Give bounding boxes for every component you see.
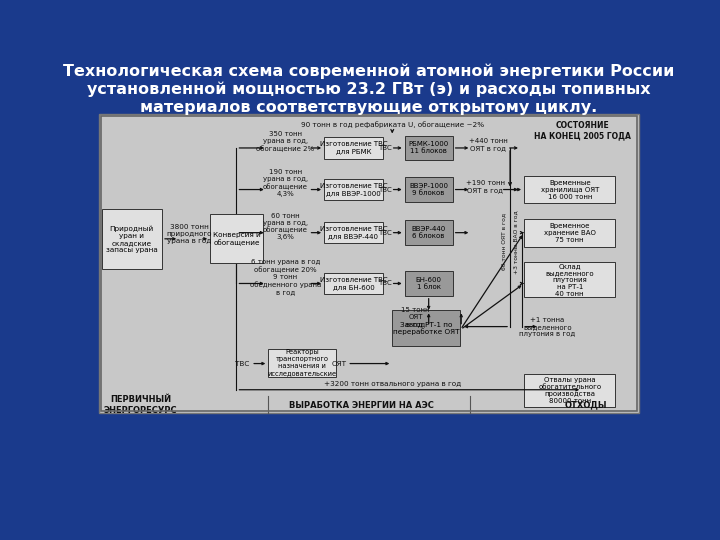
Text: Склад
выделенного
плутония
на РТ-1
40 тонн: Склад выделенного плутония на РТ-1 40 то… <box>546 262 594 296</box>
Bar <box>324 273 383 294</box>
Text: Отвалы урана
обогатительного
производства
80000 тонн: Отвалы урана обогатительного производств… <box>538 377 601 404</box>
Text: 3800 тонн
природного
урана в год: 3800 тонн природного урана в год <box>166 224 212 244</box>
Bar <box>405 271 453 296</box>
Text: +3 тонны ВАО в год: +3 тонны ВАО в год <box>514 210 518 274</box>
Text: Изготовление ТВС
для РБМК: Изготовление ТВС для РБМК <box>320 141 387 154</box>
Text: Изготовление ТВС
для ВВЭР-440: Изготовление ТВС для ВВЭР-440 <box>320 226 387 239</box>
Bar <box>324 222 383 244</box>
Bar <box>524 262 616 298</box>
Text: Временное
хранение ВАО
75 тонн: Временное хранение ВАО 75 тонн <box>544 222 595 242</box>
Text: +1 тонна
выделенного
плутония в год: +1 тонна выделенного плутония в год <box>519 316 575 336</box>
Bar <box>524 176 616 204</box>
Text: Реакторы
транспортного
назначения и
исследовательские: Реакторы транспортного назначения и иссл… <box>268 349 337 376</box>
Text: Изготовление ТВС
для БН-600: Изготовление ТВС для БН-600 <box>320 277 387 290</box>
Text: 350 тонн
урана в год,
обогащение 2%: 350 тонн урана в год, обогащение 2% <box>256 131 315 152</box>
Text: 90 тонн в год рефабриката U, обогащение ~2%: 90 тонн в год рефабриката U, обогащение … <box>301 122 484 129</box>
Text: +190 тонн
ОЯТ в год: +190 тонн ОЯТ в год <box>466 180 505 193</box>
Text: ПЕРВИЧНЫЙ
ЭНЕРГОРЕСУРС: ПЕРВИЧНЫЙ ЭНЕРГОРЕСУРС <box>104 395 177 415</box>
Text: +3200 тонн отвального урана в год: +3200 тонн отвального урана в год <box>323 381 461 387</box>
Bar <box>210 214 263 264</box>
Bar <box>405 177 453 202</box>
Bar <box>101 116 637 411</box>
Text: СОСТОЯНИЕ
НА КОНЕЦ 2005 ГОДА: СОСТОЯНИЕ НА КОНЕЦ 2005 ГОДА <box>534 122 631 141</box>
Text: ОТХОДЫ: ОТХОДЫ <box>564 401 607 410</box>
Bar <box>99 114 639 413</box>
Text: Изготовление ТВС
для ВВЭР-1000: Изготовление ТВС для ВВЭР-1000 <box>320 183 387 196</box>
Text: ВВЭР-440
6 блоков: ВВЭР-440 6 блоков <box>412 226 446 239</box>
Text: ТВС: ТВС <box>235 361 249 367</box>
Text: ТВС: ТВС <box>379 280 392 287</box>
Bar <box>269 349 336 377</box>
Text: ВЫРАБОТКА ЭНЕРГИИ НА АЭС: ВЫРАБОТКА ЭНЕРГИИ НА АЭС <box>289 401 433 410</box>
Text: БН-600
1 блок: БН-600 1 блок <box>415 277 441 290</box>
Text: ВВЭР-1000
9 блоков: ВВЭР-1000 9 блоков <box>409 183 448 196</box>
Bar <box>392 310 461 346</box>
Bar <box>524 374 616 408</box>
Text: Конверсия и
обогащение: Конверсия и обогащение <box>212 232 261 246</box>
Text: Временные
хранилища ОЯТ
16 000 тонн: Временные хранилища ОЯТ 16 000 тонн <box>541 179 599 200</box>
Text: ТВС: ТВС <box>379 186 392 193</box>
Text: 190 тонн
урана в год,
обогащение
4,3%: 190 тонн урана в год, обогащение 4,3% <box>263 170 308 197</box>
Bar <box>405 220 453 245</box>
Text: 60 тонн ОЯТ в год: 60 тонн ОЯТ в год <box>501 213 506 271</box>
Text: +440 тонн
ОЯТ в год: +440 тонн ОЯТ в год <box>469 138 508 151</box>
Text: 6 тонн урана в год
обогащение 20%
9 тонн
обедненного урана
в год: 6 тонн урана в год обогащение 20% 9 тонн… <box>250 259 321 295</box>
Text: Технологическая схема современной атомной энергетики России
установленной мощнос: Технологическая схема современной атомно… <box>63 64 675 115</box>
Bar <box>102 209 162 269</box>
Text: 15 тонн
ОЯТ
в год: 15 тонн ОЯТ в год <box>401 307 430 327</box>
Text: РБМК-1000
11 блоков: РБМК-1000 11 блоков <box>408 141 449 154</box>
Text: ТВС: ТВС <box>379 230 392 235</box>
Bar <box>324 179 383 200</box>
Text: Природный
уран и
складские
запасы урана: Природный уран и складские запасы урана <box>106 225 158 253</box>
Bar <box>405 136 453 160</box>
Text: ТВС: ТВС <box>379 145 392 151</box>
Bar <box>524 219 616 247</box>
Text: Завод РТ-1 по
переработке ОЯТ: Завод РТ-1 по переработке ОЯТ <box>393 321 459 335</box>
Text: ОЯТ: ОЯТ <box>332 361 347 367</box>
Bar <box>324 137 383 159</box>
Text: 60 тонн
урана в год,
обогащение
3,6%: 60 тонн урана в год, обогащение 3,6% <box>263 213 308 240</box>
